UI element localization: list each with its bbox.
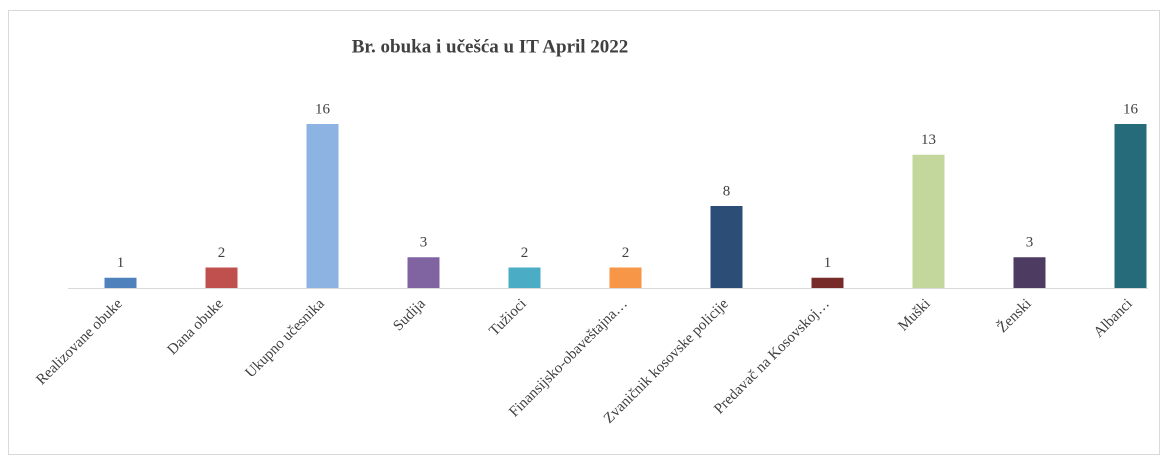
data-label: 1 <box>117 255 125 271</box>
bar <box>912 154 945 288</box>
data-label: 3 <box>420 235 428 251</box>
data-label: 8 <box>723 183 731 199</box>
data-label: 2 <box>218 245 226 261</box>
data-label: 16 <box>315 101 331 117</box>
bar <box>407 257 440 288</box>
data-label: 3 <box>1026 235 1034 251</box>
bar <box>1013 257 1046 288</box>
chart-frame <box>8 10 1160 455</box>
chart-title: Br. obuka i učešća u IT April 2022 <box>352 36 629 57</box>
data-label: 1 <box>824 255 832 271</box>
bar <box>609 267 642 288</box>
bar <box>508 267 541 288</box>
bar <box>811 277 844 288</box>
bar <box>710 206 743 288</box>
bar <box>205 267 238 288</box>
data-label: 2 <box>521 245 529 261</box>
data-label: 13 <box>921 132 936 148</box>
bar <box>1114 124 1147 288</box>
data-label: 16 <box>1123 101 1139 117</box>
bar <box>306 124 339 288</box>
bar <box>104 277 137 288</box>
data-label: 2 <box>622 245 630 261</box>
